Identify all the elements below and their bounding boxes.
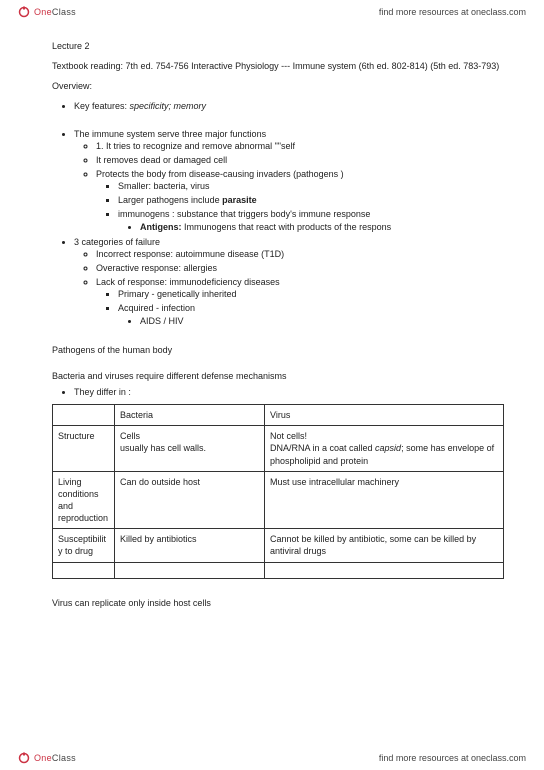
immunogens-text: immunogens : substance that triggers bod…: [118, 209, 370, 219]
immunogens-item: immunogens : substance that triggers bod…: [118, 208, 504, 232]
table-row: [53, 562, 504, 578]
table-header-bacteria: Bacteria: [115, 405, 265, 426]
brand-logo-footer: OneClass: [18, 752, 76, 764]
pathogen-large: Larger pathogens include parasite: [118, 194, 504, 206]
failure-lack-text: Lack of response: immunodeficiency disea…: [96, 277, 280, 287]
table-cell-empty: [53, 562, 115, 578]
antigens-list: Antigens: Immunogens that react with pro…: [118, 221, 504, 233]
table-row: Susceptibility to drug Killed by antibio…: [53, 529, 504, 562]
path-large-pre: Larger pathogens include: [118, 195, 222, 205]
r1v-ital: capsid: [375, 443, 401, 453]
immunodef-primary: Primary - genetically inherited: [118, 288, 504, 300]
acquired-list: AIDS / HIV: [118, 315, 504, 327]
brand-icon: [18, 752, 30, 764]
brand-class: Class: [52, 7, 76, 17]
tail-note: Virus can replicate only inside host cel…: [52, 597, 504, 609]
row-suscept: Susceptibility to drug: [53, 529, 115, 562]
page-header: OneClass find more resources at oneclass…: [0, 0, 544, 24]
table-cell-empty: [265, 562, 504, 578]
cell-living-virus: Must use intracellular machinery: [265, 471, 504, 529]
document-body: Lecture 2 Textbook reading: 7th ed. 754-…: [52, 40, 504, 609]
table-row: Structure Cells usually has cell walls. …: [53, 426, 504, 471]
overview-heading: Overview:: [52, 80, 504, 92]
path-large-bold: parasite: [222, 195, 257, 205]
func-2: It removes dead or damaged cell: [96, 154, 504, 166]
brand-logo: OneClass: [18, 6, 76, 18]
header-tagline: find more resources at oneclass.com: [379, 7, 526, 17]
cell-structure-bacteria: Cells usually has cell walls.: [115, 426, 265, 471]
footer-tagline: find more resources at oneclass.com: [379, 753, 526, 763]
pathogen-small: Smaller: bacteria, virus: [118, 180, 504, 192]
failure-lack: Lack of response: immunodeficiency disea…: [96, 276, 504, 327]
table-header-virus: Virus: [265, 405, 504, 426]
brand-one-footer: One: [34, 753, 52, 763]
pathogens-line: Bacteria and viruses require different d…: [52, 370, 504, 382]
differ-list: They differ in :: [52, 386, 504, 398]
row-living: Living conditions and reproduction: [53, 471, 115, 529]
cell-structure-virus: Not cells! DNA/RNA in a coat called caps…: [265, 426, 504, 471]
failure-sublist: Incorrect response: autoimmune disease (…: [74, 248, 504, 327]
func-3: Protects the body from disease-causing i…: [96, 168, 504, 233]
antigens-item: Antigens: Immunogens that react with pro…: [140, 221, 504, 233]
comparison-table: Bacteria Virus Structure Cells usually h…: [52, 404, 504, 578]
immunodef-acquired: Acquired - infection AIDS / HIV: [118, 302, 504, 326]
table-row: Living conditions and reproduction Can d…: [53, 471, 504, 529]
row-structure: Structure: [53, 426, 115, 471]
overview-list: Key features: specificity; memory: [52, 100, 504, 112]
functions-list: The immune system serve three major func…: [52, 128, 504, 327]
brand-icon: [18, 6, 30, 18]
table-cell-empty: [53, 405, 115, 426]
func-1: 1. It tries to recognize and remove abno…: [96, 140, 504, 152]
aids-item: AIDS / HIV: [140, 315, 504, 327]
functions-intro-text: The immune system serve three major func…: [74, 129, 266, 139]
cell-suscept-virus: Cannot be killed by antibiotic, some can…: [265, 529, 504, 562]
failure-intro: 3 categories of failure Incorrect respon…: [74, 236, 504, 327]
immunodef-list: Primary - genetically inherited Acquired…: [96, 288, 504, 326]
page-footer: OneClass find more resources at oneclass…: [0, 746, 544, 770]
cell-living-bacteria: Can do outside host: [115, 471, 265, 529]
failure-intro-text: 3 categories of failure: [74, 237, 160, 247]
cell-suscept-bacteria: Killed by antibiotics: [115, 529, 265, 562]
antigens-rest: Immunogens that react with products of t…: [182, 222, 392, 232]
textbook-reading: Textbook reading: 7th ed. 754-756 Intera…: [52, 60, 504, 72]
functions-sublist: 1. It tries to recognize and remove abno…: [74, 140, 504, 233]
brand-class-footer: Class: [52, 753, 76, 763]
antigens-bold: Antigens:: [140, 222, 182, 232]
kf-italic: specificity; memory: [130, 101, 207, 111]
table-cell-empty: [115, 562, 265, 578]
differ-item: They differ in :: [74, 386, 504, 398]
r1v-pre: Not cells! DNA/RNA in a coat called: [270, 431, 375, 453]
func-3-text: Protects the body from disease-causing i…: [96, 169, 344, 179]
key-features-item: Key features: specificity; memory: [74, 100, 504, 112]
failure-overactive: Overactive response: allergies: [96, 262, 504, 274]
kf-prefix: Key features:: [74, 101, 130, 111]
failure-incorrect: Incorrect response: autoimmune disease (…: [96, 248, 504, 260]
functions-intro: The immune system serve three major func…: [74, 128, 504, 233]
lecture-title: Lecture 2: [52, 40, 504, 52]
pathogens-heading: Pathogens of the human body: [52, 344, 504, 356]
pathogen-size-list: Smaller: bacteria, virus Larger pathogen…: [96, 180, 504, 233]
brand-one: One: [34, 7, 52, 17]
immunodef-acquired-text: Acquired - infection: [118, 303, 195, 313]
table-row: Bacteria Virus: [53, 405, 504, 426]
